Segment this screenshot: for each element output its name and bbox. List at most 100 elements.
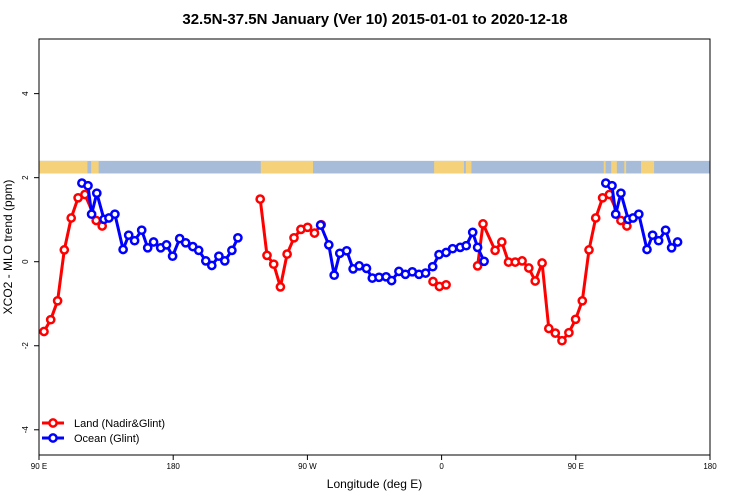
data-point — [441, 279, 451, 290]
land-band-segment — [611, 160, 617, 174]
data-point — [427, 261, 438, 272]
land-band-segment — [39, 160, 88, 174]
data-point — [161, 240, 172, 250]
data-point — [227, 245, 237, 256]
chart-title: 32.5N-37.5N January (Ver 10) 2015-01-01 … — [182, 11, 567, 28]
data-point — [666, 242, 677, 253]
data-point — [428, 276, 438, 287]
data-point — [570, 314, 581, 325]
data-point — [420, 268, 431, 278]
data-point — [530, 276, 541, 286]
data-point — [472, 261, 483, 271]
legend-entry-label: Ocean (Glint) — [74, 433, 139, 445]
data-point — [496, 237, 507, 247]
data-point — [653, 235, 664, 246]
x-tick-label: 180 — [167, 462, 181, 471]
data-point — [590, 213, 601, 223]
data-point — [129, 235, 140, 246]
data-point — [386, 275, 397, 286]
land-band-segment — [434, 160, 464, 174]
series-land — [39, 189, 632, 346]
series-layer — [39, 178, 683, 346]
data-point — [66, 213, 77, 223]
data-point — [167, 251, 178, 262]
x-tick-label: 180 — [703, 462, 717, 471]
data-point — [45, 314, 56, 325]
y-tick-label: -4 — [21, 426, 30, 434]
data-point — [557, 335, 567, 346]
legend-swatch-marker — [48, 433, 58, 443]
x-axis-ticks: 90 E 180 90 W 0 90 E 180 — [31, 455, 717, 471]
data-point — [193, 245, 204, 256]
series-line — [476, 193, 628, 343]
legend-swatch-marker — [48, 418, 58, 428]
series-ocean — [77, 178, 683, 286]
series-line — [258, 198, 323, 289]
data-point — [537, 258, 547, 268]
x-axis-label: Longitude (deg E) — [327, 477, 422, 491]
x-tick-label: 0 — [439, 462, 444, 471]
y-axis-ticks: -4 -2 0 2 4 — [21, 91, 39, 433]
data-point — [633, 209, 644, 220]
data-point — [329, 270, 340, 281]
data-point — [607, 180, 617, 191]
data-point — [479, 256, 489, 267]
data-point — [118, 244, 128, 255]
data-point — [472, 242, 483, 253]
data-point — [206, 260, 217, 271]
data-point — [523, 263, 534, 273]
land-band-segment — [465, 160, 472, 174]
ocean-band — [39, 160, 710, 174]
data-point — [550, 328, 561, 338]
data-point — [142, 242, 153, 253]
data-point — [52, 295, 63, 306]
data-point — [148, 237, 159, 247]
data-point — [123, 230, 134, 241]
data-point — [478, 219, 488, 229]
data-point — [91, 188, 102, 199]
data-point — [302, 222, 313, 233]
data-point — [255, 194, 266, 204]
data-point — [214, 251, 224, 262]
data-point — [672, 237, 683, 247]
data-point — [610, 209, 621, 220]
x-tick-label: 90 E — [31, 462, 47, 471]
data-point — [447, 243, 458, 254]
data-point — [309, 228, 320, 238]
legend-entry-label: Land (Nadir&Glint) — [74, 418, 165, 430]
data-point — [647, 230, 658, 241]
land-band-segment — [641, 160, 655, 174]
land-band-segment — [260, 160, 313, 174]
data-point — [233, 232, 243, 243]
y-tick-label: 2 — [21, 175, 30, 180]
data-point — [262, 250, 272, 261]
data-point — [136, 225, 147, 236]
legend: Land (Nadir&Glint) Ocean (Glint) — [42, 418, 165, 445]
surface-type-band — [39, 160, 710, 174]
data-point — [268, 259, 279, 270]
x-tick-label: 90 W — [298, 462, 317, 471]
data-point — [543, 323, 554, 334]
data-point — [200, 256, 211, 266]
data-point — [219, 256, 230, 266]
plot-frame — [38, 38, 711, 456]
land-band-segment — [91, 160, 99, 174]
data-point — [289, 232, 299, 243]
data-point — [584, 245, 594, 255]
land-band-segment — [603, 160, 606, 174]
data-point — [275, 282, 286, 292]
y-tick-label: 0 — [21, 259, 30, 264]
data-point — [86, 209, 97, 220]
data-point — [83, 180, 93, 191]
data-point — [361, 263, 372, 274]
y-tick-label: -2 — [21, 342, 30, 350]
data-point — [616, 188, 626, 199]
data-point — [490, 245, 500, 256]
data-point — [467, 227, 478, 238]
data-point — [341, 245, 352, 256]
x-tick-label: 90 E — [568, 462, 584, 471]
data-point — [461, 240, 472, 251]
land-band-segment — [624, 160, 627, 174]
data-point — [323, 240, 334, 250]
